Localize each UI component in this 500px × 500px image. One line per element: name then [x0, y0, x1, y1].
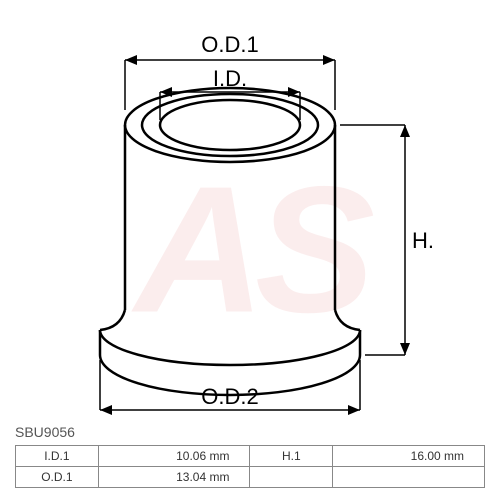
spec-value: 16.00 mm [333, 446, 485, 467]
h-arrow-bottom [400, 343, 410, 355]
od1-arrow-right [323, 55, 335, 65]
od2-arrow-right [348, 405, 360, 415]
table-row: O.D.1 13.04 mm [16, 467, 485, 488]
id-label: I.D. [213, 66, 247, 91]
od1-label: O.D.1 [201, 32, 258, 57]
spec-label [250, 467, 333, 488]
od2-arrow-left [100, 405, 112, 415]
spec-value: 10.06 mm [98, 446, 250, 467]
h-arrow-top [400, 125, 410, 137]
flange-curve-right [335, 310, 360, 330]
spec-label: H.1 [250, 446, 333, 467]
spec-value [333, 467, 485, 488]
spec-label: O.D.1 [16, 467, 99, 488]
page-container: AS O.D.1 I.D. [0, 0, 500, 500]
bushing-diagram: O.D.1 I.D. H. O.D.2 [60, 10, 440, 430]
bottom-top-arc [100, 330, 360, 365]
h-label: H. [412, 228, 434, 253]
table-row: I.D.1 10.06 mm H.1 16.00 mm [16, 446, 485, 467]
flange-curve-left [100, 310, 125, 330]
top-inner-ellipse [160, 100, 300, 150]
spec-table: I.D.1 10.06 mm H.1 16.00 mm O.D.1 13.04 … [15, 445, 485, 488]
spec-label: I.D.1 [16, 446, 99, 467]
od1-arrow-left [125, 55, 137, 65]
spec-value: 13.04 mm [98, 467, 250, 488]
od2-label: O.D.2 [201, 384, 258, 409]
